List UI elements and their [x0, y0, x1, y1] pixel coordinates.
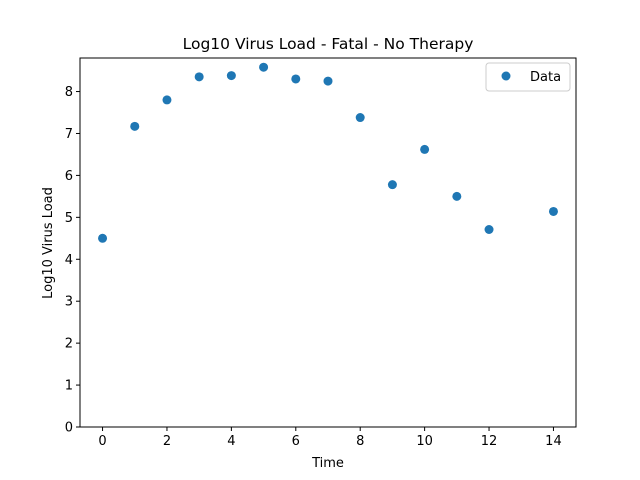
data-point [130, 121, 140, 131]
data-point [226, 71, 236, 81]
plot-frame [79, 57, 577, 428]
data-point [387, 180, 397, 190]
y-tick-label: 3 [65, 295, 73, 310]
y-axis-ticks: 0 1 2 3 4 5 6 7 8 [65, 85, 80, 436]
y-tick-label: 8 [65, 85, 73, 100]
x-tick-label: 2 [163, 434, 171, 449]
data-point [194, 72, 204, 82]
x-tick-label: 6 [292, 434, 300, 449]
x-tick-label: 4 [227, 434, 235, 449]
x-axis-label: Time [311, 456, 344, 471]
y-axis-label: Log10 Virus Load [41, 187, 56, 299]
data-point [355, 113, 365, 123]
plot-area [79, 57, 577, 428]
data-point [484, 225, 494, 235]
data-point [98, 233, 108, 243]
x-tick-label: 14 [545, 434, 562, 449]
data-point [548, 206, 558, 216]
y-tick-label: 1 [65, 379, 73, 394]
y-tick-label: 6 [65, 169, 73, 184]
x-tick-label: 12 [481, 434, 498, 449]
x-axis-ticks: 0 2 4 6 8 10 12 14 [98, 427, 562, 449]
data-points [98, 62, 558, 243]
chart-title: Log10 Virus Load - Fatal - No Therapy [183, 35, 474, 53]
data-point [162, 95, 172, 105]
legend: Data [485, 62, 571, 92]
legend-box [485, 62, 571, 92]
y-tick-label: 7 [65, 127, 73, 142]
x-tick-label: 8 [356, 434, 364, 449]
x-tick-label: 10 [416, 434, 433, 449]
data-point [323, 76, 333, 86]
y-tick-label: 0 [65, 421, 73, 436]
y-tick-label: 2 [65, 337, 73, 352]
legend-label-data: Data [530, 70, 561, 85]
data-point [259, 62, 269, 72]
x-tick-label: 0 [98, 434, 106, 449]
data-point [452, 191, 462, 201]
y-tick-label: 5 [65, 211, 73, 226]
data-point [291, 74, 301, 84]
data-point [420, 144, 430, 154]
legend-marker [501, 71, 511, 81]
y-tick-label: 4 [65, 253, 73, 268]
